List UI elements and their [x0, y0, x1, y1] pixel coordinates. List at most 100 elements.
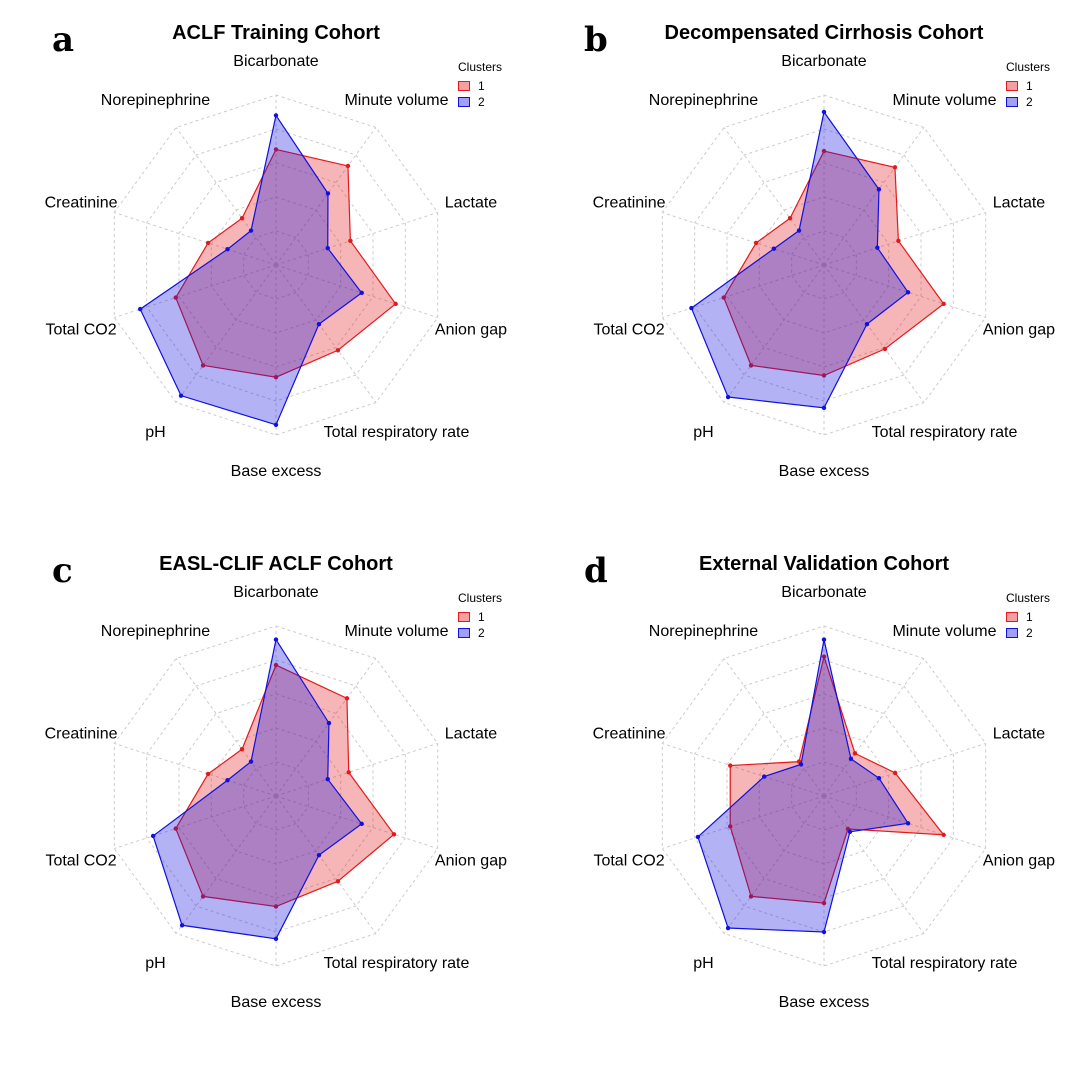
data-point	[798, 762, 804, 767]
data-point	[248, 228, 254, 233]
data-point	[200, 894, 206, 899]
axis-label: Bicarbonate	[233, 53, 318, 70]
axis-label: Total respiratory rate	[324, 955, 470, 972]
axis-label: Base excess	[231, 463, 322, 480]
legend-swatch-1	[458, 612, 470, 622]
data-point	[325, 191, 331, 196]
data-point	[179, 923, 185, 928]
data-point	[876, 187, 882, 192]
grid-spoke	[823, 795, 986, 850]
series-1	[728, 654, 946, 906]
data-point	[393, 301, 398, 307]
grid-spoke	[275, 264, 377, 403]
axis-label: pH	[693, 955, 713, 972]
grid-spoke	[114, 211, 277, 266]
data-point	[200, 363, 206, 368]
radar-panel-b: b Decompensated Cirrhosis Cohort Bicarbo…	[548, 0, 1079, 530]
grid-spoke	[723, 264, 825, 403]
data-point	[205, 240, 211, 246]
grid-ring	[243, 761, 309, 831]
data-point	[335, 879, 341, 884]
series-polygon-2	[690, 110, 909, 409]
data-point	[325, 245, 330, 251]
grid-spoke	[823, 264, 986, 319]
panel-letter: b	[584, 20, 608, 60]
axis-label: Base excess	[779, 994, 870, 1011]
grid-ring	[694, 128, 954, 402]
series-1	[721, 148, 946, 378]
legend-label-2: 2	[1026, 626, 1033, 640]
axis-labels: Bicarbonate Minute volume Lactate Anion gap…	[593, 584, 1056, 1011]
legend-label-2: 2	[1026, 95, 1033, 109]
grid-spoke	[823, 658, 925, 797]
grid-spoke	[662, 742, 825, 797]
data-point	[273, 422, 279, 427]
data-point	[761, 774, 767, 779]
grid-spoke	[723, 795, 825, 934]
data-point	[273, 147, 279, 152]
grid-ring	[243, 230, 309, 300]
data-point	[796, 228, 802, 233]
legend-item-1: 1	[1006, 609, 1050, 625]
radar-panel-c: c EASL-CLIF ACLF Cohort Bicarbonate Minut…	[0, 531, 540, 1061]
axis-labels: Bicarbonate Minute volume Lactate Anion gap…	[45, 584, 508, 1011]
data-point	[753, 240, 759, 246]
legend-label-1: 1	[1026, 79, 1033, 93]
axis-label: Total CO2	[593, 852, 664, 869]
data-point	[391, 832, 397, 837]
grid-spoke	[175, 127, 277, 266]
legend-label-1: 1	[478, 610, 485, 624]
data-point	[273, 637, 279, 642]
data-point	[205, 771, 211, 777]
data-point	[721, 295, 726, 300]
data-point	[348, 238, 353, 244]
data-point	[821, 637, 827, 642]
axis-labels: Bicarbonate Minute volume Lactate Anion gap…	[593, 53, 1056, 480]
grid-ring	[113, 94, 439, 436]
axis-label: Lactate	[993, 726, 1046, 743]
radar-panel-a: a ACLF Training Cohort Bicarbonate Minute…	[0, 0, 540, 530]
data-point	[316, 852, 322, 858]
data-point	[748, 894, 754, 899]
axis-label: Total CO2	[45, 852, 116, 869]
grid-spoke	[175, 264, 277, 403]
legend-swatch-1	[458, 81, 470, 91]
legend: Clusters 1 2	[1006, 591, 1050, 641]
axis-label: Anion gap	[435, 321, 507, 338]
data-point	[821, 148, 827, 154]
legend: Clusters 1 2	[458, 60, 502, 110]
grid-spoke	[823, 795, 925, 934]
legend-item-1: 1	[458, 609, 502, 625]
data-point	[725, 394, 731, 400]
data-point	[725, 925, 731, 931]
series-polygon-2	[152, 638, 363, 940]
axis-label: pH	[145, 955, 165, 972]
axis-label: Creatinine	[593, 195, 666, 212]
grid-ring	[113, 625, 439, 967]
legend-label-2: 2	[478, 626, 485, 640]
axis-label: Total respiratory rate	[872, 955, 1018, 972]
data-point	[346, 770, 351, 775]
grid-spoke	[662, 795, 825, 850]
legend-title: Clusters	[1006, 60, 1051, 74]
data-point	[150, 833, 156, 839]
legend-swatch-2	[458, 97, 470, 107]
panel-letter: c	[52, 551, 73, 591]
grid-ring	[661, 625, 987, 967]
data-point	[905, 290, 911, 295]
axis-label: Total CO2	[45, 321, 116, 338]
data-point	[325, 776, 330, 782]
axis-label: Anion gap	[983, 321, 1055, 338]
legend-label-1: 1	[1026, 610, 1033, 624]
data-point	[892, 770, 898, 776]
data-point	[326, 720, 332, 726]
grid-ring	[661, 94, 987, 436]
axis-label: Base excess	[779, 463, 870, 480]
panel-title: EASL-CLIF ACLF Cohort	[159, 553, 393, 575]
legend: Clusters 1 2	[458, 591, 502, 641]
axis-label: Anion gap	[983, 852, 1055, 869]
axis-label: Lactate	[445, 195, 498, 212]
axis-label: Minute volume	[892, 623, 996, 640]
axis-label: Bicarbonate	[233, 584, 318, 601]
series-polygon-2	[697, 639, 910, 933]
